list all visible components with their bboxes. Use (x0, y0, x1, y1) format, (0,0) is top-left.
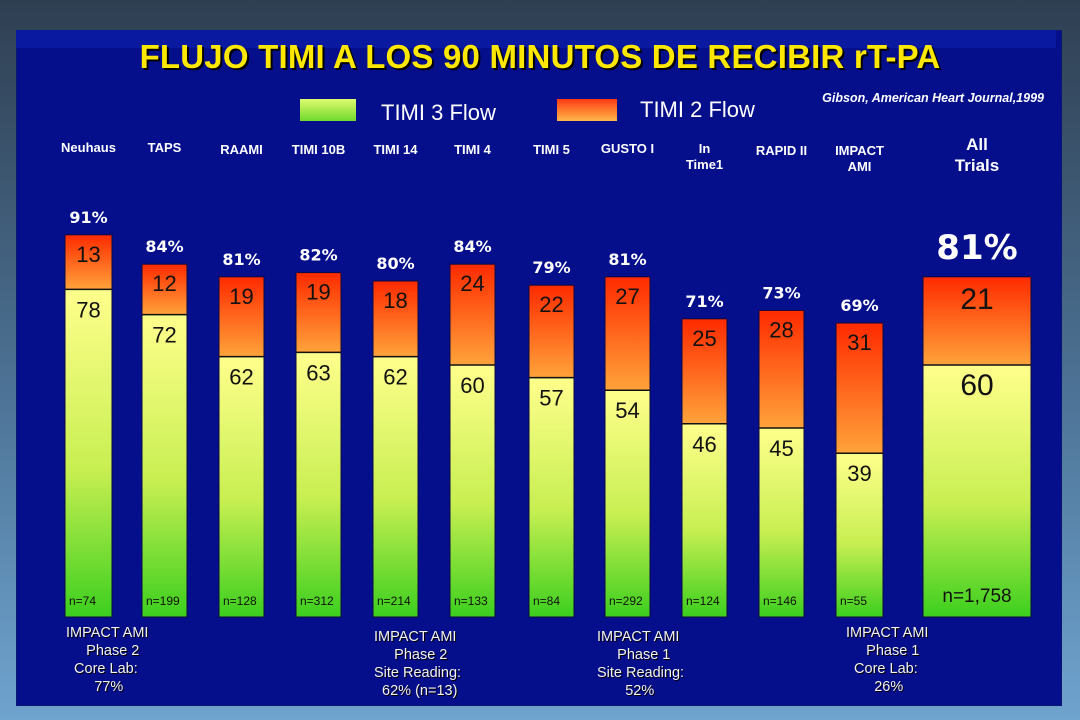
legend-label-timi3: TIMI 3 Flow (381, 100, 496, 125)
value-timi3-taps: 72 (152, 323, 176, 348)
bar-timi2-taps (141, 263, 188, 316)
value-timi3-timi-14: 62 (383, 365, 407, 390)
total-pct-timi-14: 80% (376, 254, 414, 273)
n-label-timi-4: n=133 (454, 594, 488, 608)
value-timi2-timi-5: 22 (539, 292, 563, 317)
note-impact-phase1-site: IMPACT AMI Phase 1 Site Reading: 52% (597, 629, 685, 699)
total-pct-timi-5: 79% (532, 258, 570, 277)
value-timi3-impact-ami: 39 (847, 461, 871, 486)
bar-timi3-timi-10b (295, 351, 342, 618)
value-timi2-all-trials: 21 (960, 283, 993, 316)
value-timi2-taps: 12 (152, 271, 176, 296)
bar-timi3-gusto-i (604, 389, 651, 618)
category-label-timi-5: TIMI 5 (533, 142, 570, 157)
total-pct-taps: 84% (145, 237, 183, 256)
value-timi3-timi-10b: 63 (306, 360, 330, 385)
value-timi2-timi-4: 24 (460, 271, 484, 296)
category-label-rapid-ii: RAPID II (756, 143, 807, 158)
bar-timi3-neuhaus (64, 288, 113, 618)
total-pct-gusto-i: 81% (608, 250, 646, 269)
note-impact-phase2-site: IMPACT AMI Phase 2 Site Reading: 62% (n=… (374, 629, 462, 699)
bar-timi3-rapid-ii (758, 427, 805, 618)
bar-timi2-impact-ami (835, 322, 884, 454)
n-label-rapid-ii: n=146 (763, 594, 797, 608)
category-label-all-trials-2: Trials (955, 156, 999, 175)
total-pct-timi-4: 84% (453, 237, 491, 256)
value-timi3-rapid-ii: 45 (769, 436, 793, 461)
n-label-raami: n=128 (223, 594, 257, 608)
bar-timi2-rapid-ii (758, 309, 805, 429)
legend-swatch-timi2 (557, 99, 617, 121)
value-timi3-neuhaus: 78 (76, 297, 100, 322)
category-label-impact-ami-1: IMPACT (835, 143, 884, 158)
category-label-timi-10b: TIMI 10B (292, 142, 345, 157)
value-timi2-neuhaus: 13 (76, 242, 100, 267)
bar-timi3-raami (218, 356, 265, 618)
category-label-timi-4: TIMI 4 (454, 142, 492, 157)
slide-top-strip (16, 30, 1056, 48)
category-label-in-time1-2: Time1 (686, 157, 723, 172)
category-label-impact-ami-2: AMI (848, 159, 872, 174)
bar-timi2-timi-4 (449, 263, 496, 366)
value-timi3-timi-5: 57 (539, 386, 563, 411)
category-label-gusto-i: GUSTO I (601, 141, 654, 156)
chart-title: FLUJO TIMI A LOS 90 MINUTOS DE RECIBIR r… (139, 38, 941, 75)
value-timi2-impact-ami: 31 (847, 330, 871, 355)
value-timi2-timi-14: 18 (383, 288, 407, 313)
category-label-raami: RAAMI (220, 142, 263, 157)
value-timi2-in-time1: 25 (692, 326, 716, 351)
bar-timi3-taps (141, 314, 188, 618)
value-timi3-raami: 62 (229, 365, 253, 390)
legend-swatch-timi3 (300, 99, 356, 121)
category-label-all-trials-1: All (966, 135, 988, 154)
category-label-taps: TAPS (148, 140, 182, 155)
bar-timi2-timi-5 (528, 284, 575, 379)
bar-timi2-all-trials (922, 276, 1032, 366)
bar-timi3-timi-5 (528, 377, 575, 618)
note-impact-phase2-core: IMPACT AMI Phase 2 Core Lab: 77% (66, 625, 149, 695)
value-timi3-gusto-i: 54 (615, 398, 639, 423)
value-timi2-gusto-i: 27 (615, 284, 639, 309)
total-pct-timi-10b: 82% (299, 246, 337, 265)
n-label-taps: n=199 (146, 594, 180, 608)
category-label-timi-14: TIMI 14 (373, 142, 418, 157)
n-label-gusto-i: n=292 (609, 594, 643, 608)
total-pct-all-trials: 81% (936, 228, 1017, 268)
total-pct-rapid-ii: 73% (762, 283, 800, 302)
total-pct-impact-ami: 69% (840, 296, 878, 315)
value-timi3-timi-4: 60 (460, 373, 484, 398)
value-timi2-raami: 19 (229, 284, 253, 309)
total-pct-neuhaus: 91% (69, 208, 107, 227)
category-label-neuhaus: Neuhaus (61, 140, 116, 155)
n-label-timi-5: n=84 (533, 594, 560, 608)
bar-timi3-in-time1 (681, 423, 728, 618)
total-pct-raami: 81% (222, 250, 260, 269)
value-timi3-in-time1: 46 (692, 432, 716, 457)
n-label-impact-ami: n=55 (840, 594, 867, 608)
note-impact-phase1-core: IMPACT AMI Phase 1 Core Lab: 26% (846, 625, 929, 695)
n-label-timi-10b: n=312 (300, 594, 334, 608)
bar-timi3-timi-4 (449, 364, 496, 618)
n-label-timi-14: n=214 (377, 594, 411, 608)
n-label-neuhaus: n=74 (69, 594, 96, 608)
total-pct-in-time1: 71% (685, 292, 723, 311)
value-timi2-timi-10b: 19 (306, 280, 330, 305)
category-label-in-time1-1: In (699, 141, 711, 156)
bar-timi3-timi-14 (372, 356, 419, 618)
source-citation: Gibson, American Heart Journal,1999 (822, 91, 1044, 105)
n-label-in-time1: n=124 (686, 594, 720, 608)
bar-timi3-impact-ami (835, 452, 884, 618)
legend-label-timi2: TIMI 2 Flow (640, 97, 755, 122)
value-timi3-all-trials: 60 (960, 369, 993, 402)
n-label-all-trials: n=1,758 (942, 586, 1011, 607)
bar-timi2-in-time1 (681, 318, 728, 425)
bar-timi2-timi-14 (372, 280, 419, 358)
value-timi2-rapid-ii: 28 (769, 317, 793, 342)
bar-timi3-all-trials (922, 364, 1032, 618)
